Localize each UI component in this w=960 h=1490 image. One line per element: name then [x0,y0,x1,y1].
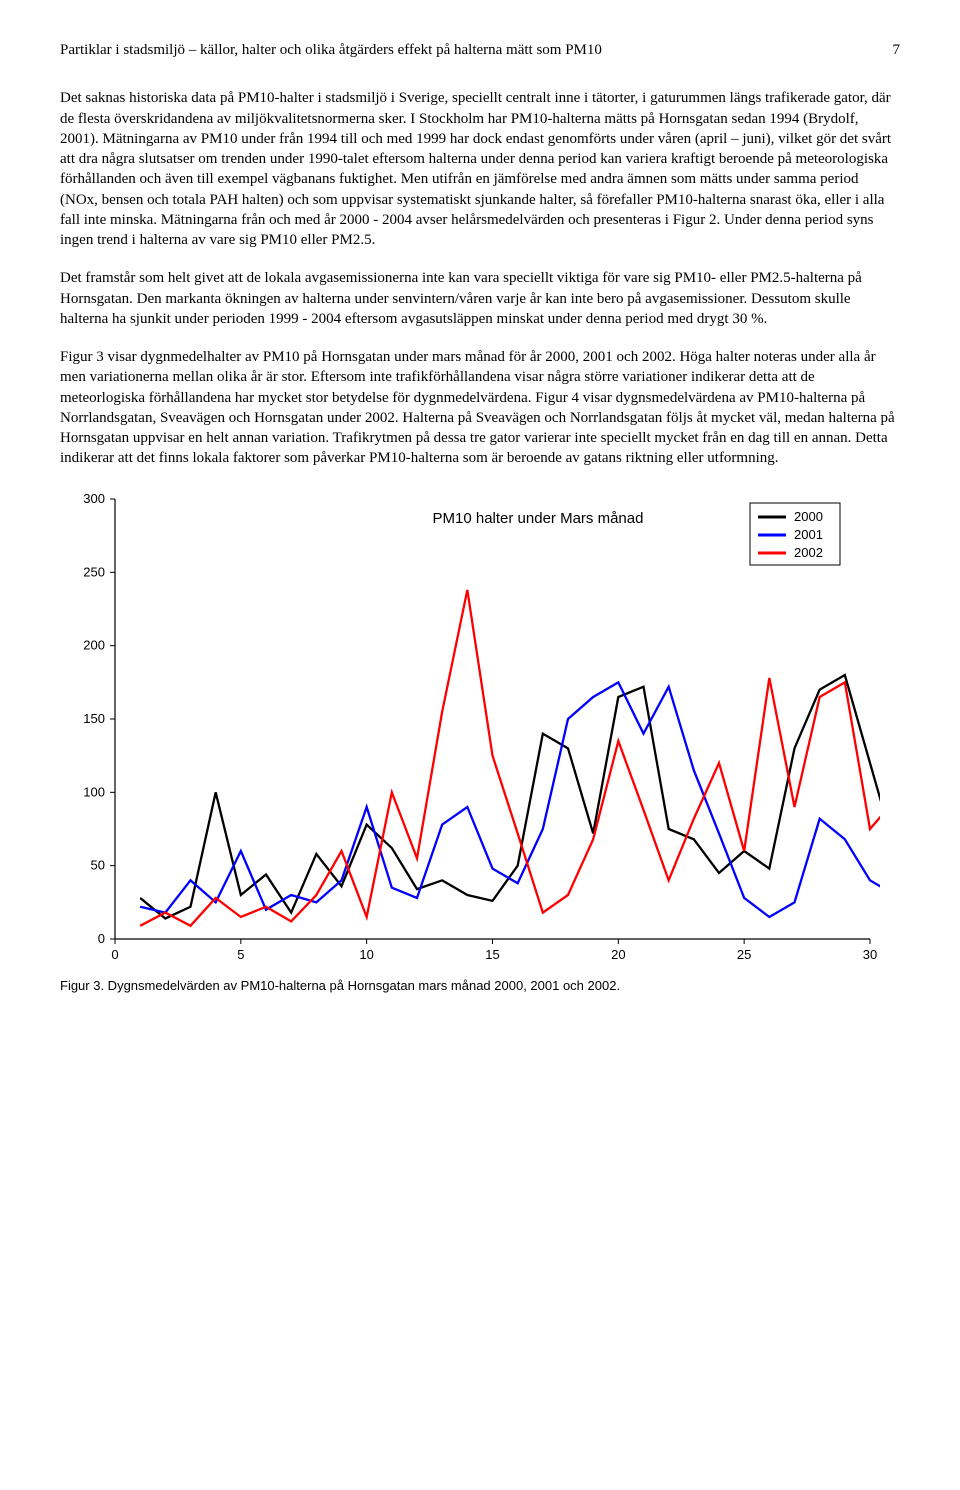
svg-text:2001: 2001 [794,527,823,542]
svg-text:20: 20 [611,947,625,962]
svg-text:30: 30 [863,947,877,962]
svg-text:300: 300 [83,491,105,506]
figure-caption: Figur 3. Dygnsmedelvärden av PM10-halter… [60,977,900,995]
svg-text:250: 250 [83,564,105,579]
pm10-chart: 0 50 100 150 200 250 300 0 5 10 15 20 25 30 PM10 halte… [60,489,900,969]
svg-text:150: 150 [83,711,105,726]
svg-text:2000: 2000 [794,509,823,524]
page-number: 7 [893,40,901,60]
svg-text:2002: 2002 [794,545,823,560]
page-header: Partiklar i stadsmiljö – källor, halter … [60,40,900,60]
svg-text:10: 10 [359,947,373,962]
header-title: Partiklar i stadsmiljö – källor, halter … [60,40,602,60]
svg-text:PM10 halter under Mars månad: PM10 halter under Mars månad [433,510,644,527]
paragraph-2: Det framstår som helt givet att de lokal… [60,268,900,329]
chart-svg: 0 50 100 150 200 250 300 0 5 10 15 20 25 30 PM10 halte… [60,489,880,969]
svg-text:25: 25 [737,947,751,962]
svg-text:100: 100 [83,784,105,799]
svg-text:50: 50 [91,857,105,872]
paragraph-3: Figur 3 visar dygnmedelhalter av PM10 på… [60,347,900,469]
paragraph-1: Det saknas historiska data på PM10-halte… [60,88,900,250]
svg-text:0: 0 [111,947,118,962]
svg-text:15: 15 [485,947,499,962]
svg-text:200: 200 [83,637,105,652]
svg-text:0: 0 [98,931,105,946]
svg-text:5: 5 [237,947,244,962]
